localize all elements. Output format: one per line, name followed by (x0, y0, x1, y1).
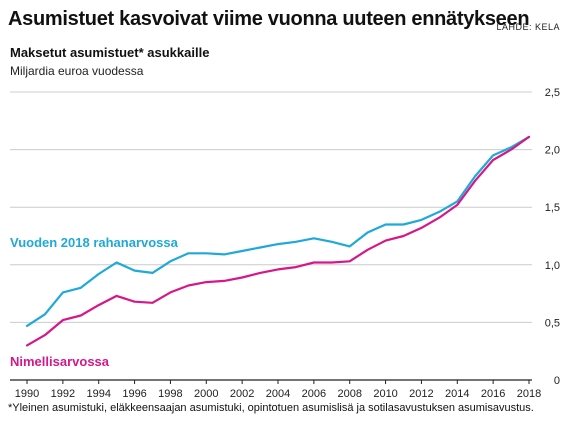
chart-subtitle: Maksetut asumistuet* asukkaille (10, 45, 210, 60)
y-tick-label: 1,5 (545, 202, 560, 214)
x-tick-label: 1992 (51, 388, 75, 400)
series-lines (25, 135, 531, 347)
x-tick-label: 2004 (266, 388, 290, 400)
x-tick-label: 2008 (337, 388, 361, 400)
y-tick-label: 0,5 (545, 317, 560, 329)
y-axis-unit-label: Miljardia euroa vuodessa (10, 64, 144, 78)
footnote: *Yleinen asumistuki, eläkkeensaajan asum… (8, 402, 534, 414)
y-tick-label: 2,5 (545, 87, 560, 99)
x-tick-label: 2002 (230, 388, 254, 400)
x-tick-label: 1996 (122, 388, 146, 400)
x-tick-label: 2006 (302, 388, 326, 400)
y-tick-label: 2,0 (545, 145, 560, 157)
x-tick-label: 1998 (158, 388, 182, 400)
y-axis-tick-labels: 0 0,5 1,0 1,5 2,0 2,5 (545, 87, 560, 387)
line-chart: 0 0,5 1,0 1,5 2,0 2,5 1990 1992 1994 1996 1998 200… (10, 87, 560, 400)
y-tick-label: 1,0 (545, 260, 560, 272)
series-label-nominal: Nimellisarvossa (10, 354, 110, 369)
source-label: LÄHDE: KELA (496, 22, 560, 32)
series-line-nominal (25, 135, 531, 347)
x-tick-label: 2010 (373, 388, 397, 400)
x-axis-ticks: 1990 1992 1994 1996 1998 2000 2002 2004 2006 2008… (15, 380, 541, 400)
x-tick-label: 2012 (409, 388, 433, 400)
chart-title: Asumistuet kasvoivat viime vuonna uuteen… (8, 8, 530, 30)
x-tick-label: 1994 (86, 388, 110, 400)
gridlines (10, 91, 532, 381)
y-tick-label: 0 (554, 375, 560, 387)
series-line-real (25, 135, 531, 327)
x-tick-label: 1990 (15, 388, 39, 400)
x-tick-label: 2000 (194, 388, 218, 400)
series-label-real: Vuoden 2018 rahanarvossa (10, 235, 179, 250)
x-tick-label: 2016 (481, 388, 505, 400)
x-tick-label: 2018 (517, 388, 541, 400)
x-tick-label: 2014 (445, 388, 469, 400)
